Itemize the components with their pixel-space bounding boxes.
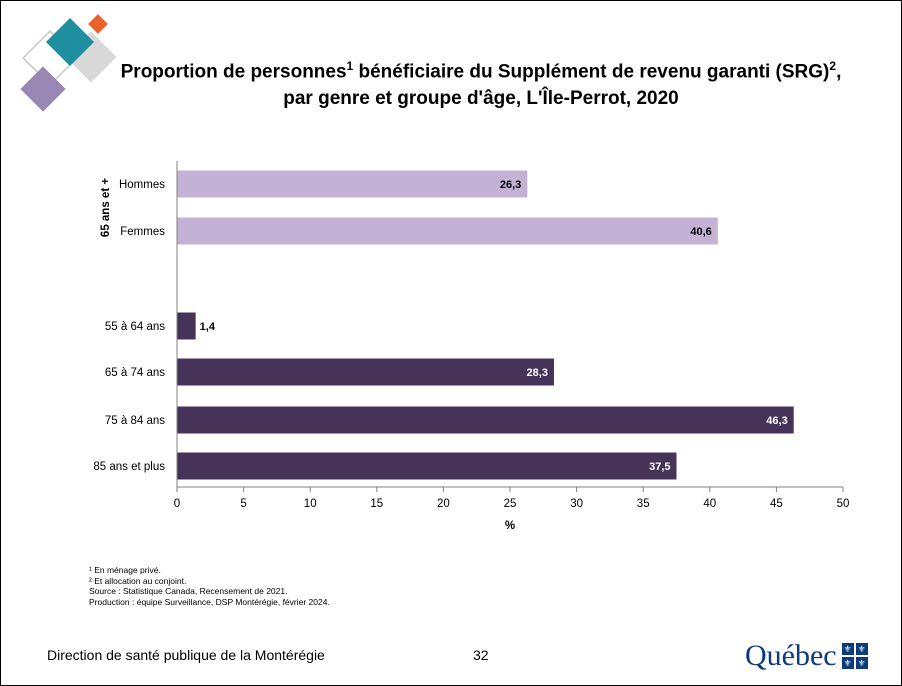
fleur-de-lis-flag-icon: ⚜ ⚜ ⚜ ⚜	[841, 643, 868, 669]
data-label: 26,3	[500, 179, 521, 191]
chart-title-line2: par genre et groupe d'âge, L'Île-Perrot,…	[283, 88, 679, 110]
chart-title-line1: Proportion de personnes1 bénéficiaire du…	[101, 53, 861, 85]
x-tick-label: 45	[770, 498, 783, 510]
title-sup-1: 1	[346, 59, 354, 73]
quebec-logo-text: Québec	[745, 639, 837, 672]
decorative-logo	[20, 14, 117, 112]
chart-title: Proportion de personnes1 bénéficiaire du…	[101, 53, 861, 112]
x-tick-label: 40	[703, 498, 716, 510]
bar	[177, 358, 554, 386]
x-tick-label: 15	[370, 498, 383, 510]
group-label: 65 ans et +	[100, 178, 112, 237]
footnote-2: ² Et allocation au conjoint.	[89, 575, 187, 586]
title-text-3: ,	[836, 61, 842, 83]
category-label: 65 à 74 ans	[105, 367, 165, 379]
page-number: 32	[473, 647, 489, 663]
title-text-2: bénéficiaire du Supplément de revenu gar…	[353, 61, 830, 83]
x-axis-label: %	[505, 520, 515, 532]
x-tick-label: 0	[174, 498, 180, 510]
fleur-de-lis-icon: ⚜	[841, 643, 854, 655]
category-label: 75 à 84 ans	[105, 415, 165, 427]
data-label: 46,3	[766, 415, 787, 427]
x-tick-label: 25	[504, 498, 517, 510]
x-tick-label: 20	[437, 498, 450, 510]
category-label: 85 ans et plus	[93, 461, 165, 473]
bar	[177, 217, 718, 245]
footnote-source: Source : Statistique Canada, Recensement…	[89, 586, 288, 596]
logo-purple-diamond	[20, 66, 66, 112]
footer-organization: Direction de santé publique de la Montér…	[47, 647, 325, 663]
x-tick-label: 35	[637, 498, 650, 510]
x-tick-label: 5	[240, 498, 246, 510]
title-sup-2: 2	[829, 59, 837, 73]
category-label: Femmes	[120, 226, 165, 238]
x-tick-label: 30	[570, 498, 583, 510]
bar	[177, 406, 794, 434]
bar	[177, 170, 528, 198]
x-tick-label: 50	[837, 498, 850, 510]
footnote-1: ¹ En ménage privé.	[89, 565, 161, 575]
footnote-production: Production : équipe Surveillance, DSP Mo…	[89, 596, 330, 607]
bar-chart: Hommes 26,3 Femmes 40,6 65 ans et + 55 à 64 a…	[93, 161, 850, 532]
bar	[177, 312, 196, 340]
data-label: 40,6	[690, 226, 711, 238]
bar	[177, 452, 677, 480]
logo-orange-diamond	[88, 14, 108, 34]
category-label: Hommes	[119, 179, 165, 191]
quebec-logo: Québec ⚜ ⚜ ⚜ ⚜	[745, 633, 897, 679]
fleur-de-lis-icon: ⚜	[855, 657, 868, 669]
data-label: 28,3	[527, 367, 548, 379]
footnotes: ¹ En ménage privé. ² Et allocation au co…	[89, 565, 330, 607]
fleur-de-lis-icon: ⚜	[855, 643, 868, 655]
data-label: 37,5	[649, 461, 670, 473]
fleur-de-lis-icon: ⚜	[841, 657, 854, 669]
category-label: 55 à 64 ans	[105, 321, 165, 333]
data-label: 1,4	[200, 321, 216, 333]
title-text-1: Proportion de personnes	[120, 61, 347, 83]
x-tick-label: 10	[304, 498, 317, 510]
